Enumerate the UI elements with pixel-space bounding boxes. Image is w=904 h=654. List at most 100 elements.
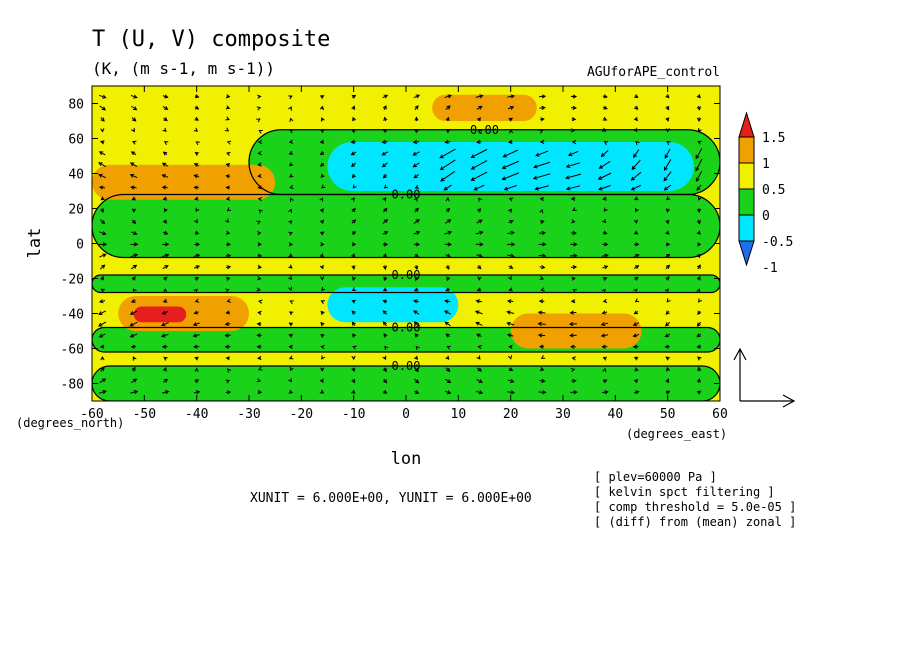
wind-vector bbox=[507, 253, 515, 258]
wind-vector bbox=[257, 264, 263, 270]
wind-vector bbox=[538, 299, 545, 304]
wind-vector bbox=[414, 265, 419, 271]
wind-vector bbox=[129, 173, 138, 179]
wind-vector bbox=[162, 265, 169, 270]
wind-vector bbox=[600, 333, 609, 338]
wind-vector bbox=[256, 287, 261, 292]
wind-vector bbox=[602, 276, 608, 281]
wind-vector bbox=[193, 253, 201, 258]
wind-vector bbox=[226, 140, 232, 145]
wind-vector bbox=[382, 355, 387, 361]
wind-vector bbox=[414, 276, 419, 282]
x-tick-label: -50 bbox=[133, 407, 156, 422]
wind-vector bbox=[351, 276, 357, 282]
wind-vector bbox=[382, 129, 387, 133]
wind-vector bbox=[382, 310, 388, 315]
wind-vector bbox=[665, 356, 670, 361]
wind-vector bbox=[288, 242, 294, 247]
wind-vector bbox=[602, 265, 609, 270]
wind-vector bbox=[630, 171, 642, 181]
wind-vector bbox=[351, 173, 356, 179]
wind-vector bbox=[444, 230, 453, 235]
wind-vector bbox=[130, 253, 139, 258]
wind-vector bbox=[131, 208, 137, 213]
wind-vector bbox=[413, 321, 419, 327]
wind-vector bbox=[193, 219, 198, 224]
wind-vector bbox=[161, 344, 168, 349]
wind-vector bbox=[99, 253, 107, 258]
wind-vector bbox=[288, 95, 293, 100]
wind-vector bbox=[602, 105, 608, 110]
colorbar-tick-label: 0 bbox=[762, 209, 770, 224]
wind-vector bbox=[100, 208, 105, 214]
wind-vector bbox=[130, 185, 137, 190]
colorbar-tick-label: 0.5 bbox=[762, 183, 785, 198]
wind-vector bbox=[224, 218, 230, 223]
wind-vector bbox=[474, 310, 483, 315]
wind-vector bbox=[227, 368, 232, 373]
wind-vector bbox=[224, 333, 231, 338]
wind-vector bbox=[382, 287, 388, 292]
wind-vector bbox=[631, 159, 641, 171]
wind-vector bbox=[664, 148, 671, 159]
wind-vector bbox=[320, 129, 325, 134]
wind-vector bbox=[538, 390, 547, 395]
wind-vector bbox=[351, 321, 356, 327]
wind-vector bbox=[473, 184, 485, 191]
wind-vector bbox=[665, 117, 670, 122]
wind-vector bbox=[571, 105, 577, 110]
wind-vector bbox=[634, 105, 639, 110]
wind-vector bbox=[539, 230, 547, 236]
wind-vector bbox=[258, 366, 263, 371]
wind-vector bbox=[538, 129, 544, 134]
wind-vector bbox=[602, 116, 608, 121]
x-tick-label: -20 bbox=[290, 407, 313, 422]
wind-vector bbox=[161, 253, 170, 258]
wind-vector bbox=[161, 174, 169, 179]
wind-vector bbox=[632, 344, 639, 349]
wind-vector bbox=[695, 148, 703, 160]
wind-vector bbox=[131, 264, 138, 270]
wind-vector bbox=[288, 139, 294, 144]
wind-vector bbox=[414, 390, 420, 394]
contour-label: 0.00 bbox=[392, 359, 421, 373]
wind-vector bbox=[257, 231, 262, 236]
wind-vector bbox=[319, 389, 325, 394]
colorbar: -1 -0.5 0 0.5 1 1.5 bbox=[738, 111, 793, 276]
wind-vector bbox=[634, 367, 639, 372]
wind-vector bbox=[225, 265, 232, 270]
zero-contours: 0.000.000.000.000.00 bbox=[92, 123, 720, 401]
wind-vector bbox=[476, 253, 483, 258]
wind-vector bbox=[539, 139, 545, 144]
wind-vector bbox=[383, 378, 388, 384]
wind-vector bbox=[697, 196, 702, 201]
wind-vector bbox=[350, 197, 355, 202]
wind-vector bbox=[288, 275, 293, 280]
wind-vector bbox=[352, 345, 357, 350]
wind-vector bbox=[289, 129, 294, 134]
wind-vector bbox=[445, 129, 451, 134]
wind-vector bbox=[383, 184, 389, 189]
wind-vector bbox=[446, 276, 451, 282]
wind-vector bbox=[665, 378, 670, 383]
wind-vector bbox=[162, 242, 170, 247]
x-tick-label: -30 bbox=[237, 407, 260, 422]
wind-vector bbox=[601, 344, 608, 349]
wind-vector bbox=[503, 184, 517, 191]
wind-vector bbox=[535, 150, 549, 157]
wind-vector bbox=[533, 161, 551, 169]
wind-vector bbox=[195, 141, 200, 146]
wind-vector bbox=[501, 172, 520, 181]
wind-vector bbox=[382, 197, 387, 202]
wind-vector bbox=[539, 275, 545, 280]
wind-vector bbox=[506, 321, 515, 326]
wind-vector bbox=[478, 197, 483, 202]
wind-vector bbox=[634, 230, 639, 235]
wind-vector bbox=[130, 94, 138, 99]
wind-vector bbox=[696, 184, 702, 191]
wind-vector bbox=[601, 390, 609, 395]
wind-vector bbox=[99, 140, 105, 145]
wind-vector bbox=[413, 310, 420, 315]
colorbar-segment bbox=[738, 214, 755, 242]
wind-vector bbox=[194, 379, 200, 384]
